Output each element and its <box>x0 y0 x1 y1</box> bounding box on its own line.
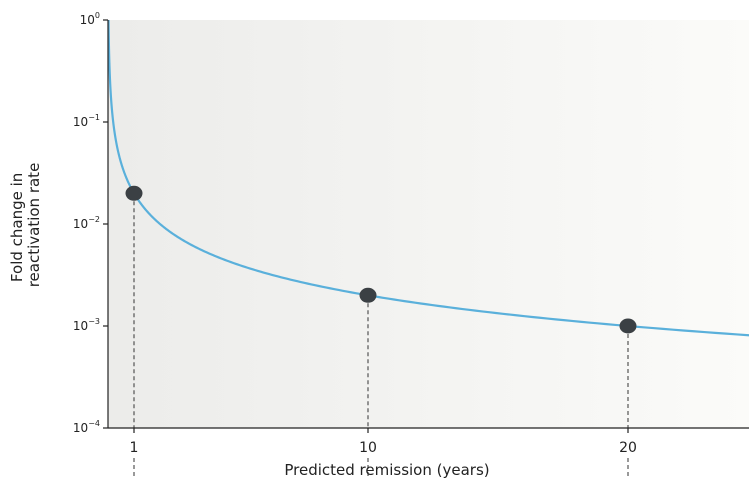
data-point <box>125 185 143 201</box>
y-axis-label: Fold change in reactivation rate <box>8 163 43 288</box>
x-ticks: 1 10 20 <box>130 428 637 456</box>
y-tick-label: 10−1 <box>73 113 100 129</box>
x-tick-label: 1 <box>130 440 139 456</box>
data-point <box>359 287 377 303</box>
x-tick-label: 20 <box>619 440 637 456</box>
y-axis-label-line-2: reactivation rate <box>25 163 43 288</box>
data-point <box>619 318 637 334</box>
y-tick-label: 10−2 <box>73 215 100 231</box>
x-tick-label: 10 <box>359 440 377 456</box>
y-ticks: 100 10−1 10−2 10−3 10−4 <box>73 11 108 435</box>
y-axis-label-line-1: Fold change in <box>8 173 26 282</box>
plot-background <box>108 20 749 428</box>
guide-lines <box>133 201 629 479</box>
y-tick-label: 100 <box>80 11 100 27</box>
curve-layer <box>108 20 749 337</box>
curve-series <box>108 20 749 337</box>
points-layer <box>125 185 637 334</box>
y-tick-label: 10−3 <box>73 317 100 333</box>
y-tick-label: 10−4 <box>73 419 100 435</box>
x-axis-label: Predicted remission (years) <box>284 461 489 479</box>
